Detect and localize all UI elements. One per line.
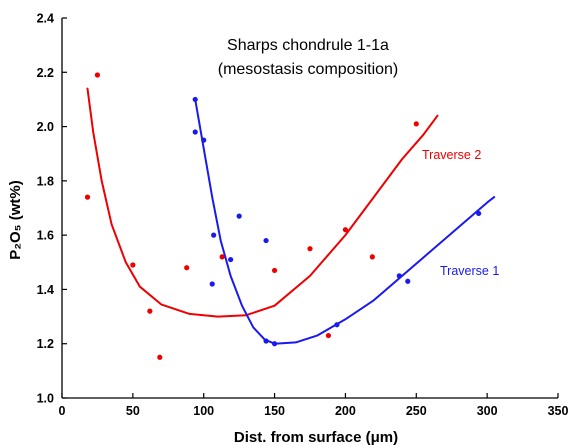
y-tick-label: 1.8 — [37, 174, 54, 188]
y-tick-label: 1.4 — [37, 283, 54, 297]
y-axis-title: P₂O₅ (wt%) — [7, 180, 24, 259]
y-tick-label: 1.6 — [37, 229, 54, 243]
data-point-traverse-1 — [192, 129, 198, 135]
x-tick-label: 100 — [193, 404, 214, 418]
data-point-traverse-2 — [184, 265, 190, 271]
y-tick-label: 1.2 — [37, 337, 54, 351]
x-tick-label: 300 — [477, 404, 498, 418]
data-point-traverse-1 — [209, 281, 215, 287]
data-point-traverse-2 — [342, 227, 349, 233]
y-axis-ticks: 1.0 1.2 1.4 1.6 1.8 2.0 2.2 2.4 — [37, 12, 67, 406]
data-point-traverse-2 — [84, 194, 91, 200]
fit-curves — [86, 87, 496, 345]
data-point-traverse-1 — [271, 341, 278, 347]
series-label-traverse-2: Traverse 2 — [422, 148, 481, 162]
data-point-traverse-2 — [413, 121, 419, 127]
data-point-traverse-1 — [211, 232, 217, 238]
data-point-traverse-1 — [192, 96, 198, 103]
x-tick-label: 0 — [59, 404, 66, 418]
x-tick-label: 150 — [264, 404, 285, 418]
x-tick-label: 200 — [335, 404, 356, 418]
data-point-traverse-2 — [325, 332, 332, 339]
x-axis-title: Dist. from surface (μm) — [234, 429, 398, 445]
data-point-traverse-1 — [228, 256, 234, 263]
x-axis-ticks: 0 50 100 150 200 250 300 350 — [59, 393, 569, 418]
data-point-traverse-2 — [271, 267, 278, 274]
x-tick-label: 50 — [126, 404, 140, 418]
data-point-traverse-2 — [147, 308, 153, 314]
data-points — [84, 72, 482, 360]
fit-curve-traverse-2 — [86, 87, 439, 318]
data-point-traverse-1 — [334, 322, 340, 328]
y-tick-label: 2.2 — [37, 66, 54, 80]
data-point-traverse-1 — [476, 210, 482, 217]
series-label-traverse-1: Traverse 1 — [440, 264, 499, 278]
y-tick-label: 1.0 — [37, 392, 54, 406]
x-tick-label: 350 — [548, 404, 569, 418]
data-point-traverse-2 — [219, 254, 225, 260]
data-point-traverse-2 — [157, 354, 163, 360]
y-tick-label: 2.0 — [37, 120, 54, 134]
y-tick-label: 2.4 — [37, 12, 54, 26]
data-point-traverse-1 — [263, 237, 269, 244]
data-point-traverse-1 — [405, 278, 411, 284]
plot-area — [61, 18, 558, 399]
data-point-traverse-1 — [236, 213, 242, 219]
data-point-traverse-2 — [130, 262, 136, 268]
fit-curve-traverse-1 — [194, 98, 496, 345]
data-point-traverse-2 — [307, 246, 313, 252]
data-point-traverse-1 — [263, 338, 269, 344]
data-point-traverse-2 — [369, 254, 375, 260]
data-point-traverse-1 — [396, 273, 402, 279]
chart-subtitle: (mesostasis composition) — [218, 61, 399, 78]
data-point-traverse-1 — [201, 137, 207, 143]
data-point-traverse-2 — [94, 72, 101, 78]
x-tick-label: 250 — [406, 404, 427, 418]
chart-title: Sharps chondrule 1-1a — [227, 37, 389, 54]
